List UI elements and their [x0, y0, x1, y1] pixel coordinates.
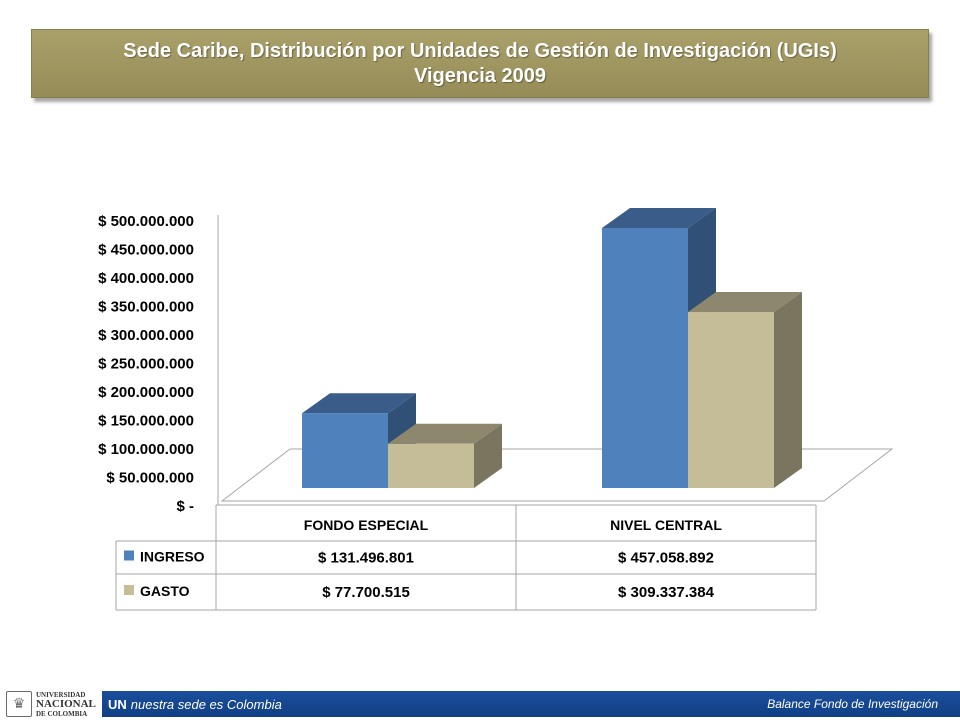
bar-gasto-1	[688, 312, 774, 488]
bar-side	[774, 292, 802, 488]
university-logo: ♛ UNIVERSIDAD NACIONAL DE COLOMBIA	[6, 688, 102, 720]
slide-title-banner: Sede Caribe, Distribución por Unidades d…	[31, 29, 929, 98]
bar-top	[602, 207, 716, 228]
footer-bar: UN nuestra sede es Colombia Balance Fondo…	[102, 691, 960, 717]
slide-subtitle: Vigencia 2009	[414, 64, 546, 87]
y-tick-label: $ -	[176, 498, 194, 515]
footer: ♛ UNIVERSIDAD NACIONAL DE COLOMBIA UN nue…	[0, 688, 960, 720]
y-tick-label: $ 100.000.000	[98, 441, 194, 458]
data-label: $ 77.700.515	[322, 584, 410, 601]
footer-right-text: Balance Fondo de Investigación	[767, 697, 938, 711]
y-tick-label: $ 350.000.000	[98, 299, 194, 316]
bar-top	[388, 423, 502, 444]
bar-top	[688, 292, 802, 313]
bar-top	[302, 393, 416, 414]
category-label: FONDO ESPECIAL	[304, 517, 429, 533]
logo-text: UNIVERSIDAD NACIONAL DE COLOMBIA	[36, 690, 96, 718]
bar-ingreso-0	[302, 413, 388, 488]
legend-key-ingreso	[124, 550, 134, 561]
data-label: $ 131.496.801	[318, 550, 414, 567]
y-tick-label: $ 300.000.000	[98, 327, 194, 344]
legend-key-gasto	[124, 585, 134, 595]
legend-label: GASTO	[140, 583, 190, 599]
footer-brand: UN	[108, 696, 127, 712]
bar-gasto-0	[388, 443, 474, 488]
y-tick-label: $ 50.000.000	[106, 470, 194, 487]
footer-tagline: UN nuestra sede es Colombia	[108, 696, 282, 712]
legend-label: INGRESO	[140, 549, 205, 565]
y-tick-label: $ 450.000.000	[98, 242, 194, 259]
bar-ingreso-1	[602, 227, 688, 488]
y-tick-label: $ 400.000.000	[98, 270, 194, 287]
y-tick-label: $ 150.000.000	[98, 413, 194, 430]
y-tick-label: $ 250.000.000	[98, 356, 194, 373]
slide-title: Sede Caribe, Distribución por Unidades d…	[123, 39, 837, 62]
crest-icon: ♛	[6, 691, 32, 717]
y-tick-label: $ 200.000.000	[98, 384, 194, 401]
bar-chart-3d: $ 500.000.000 $ 450.000.000 $ 400.000.000 $…	[98, 207, 894, 611]
category-label: NIVEL CENTRAL	[610, 517, 722, 533]
data-label: $ 309.337.384	[618, 584, 715, 601]
bar-side	[474, 423, 502, 488]
y-tick-label: $ 500.000.000	[98, 213, 194, 230]
data-label: $ 457.058.892	[618, 550, 714, 567]
